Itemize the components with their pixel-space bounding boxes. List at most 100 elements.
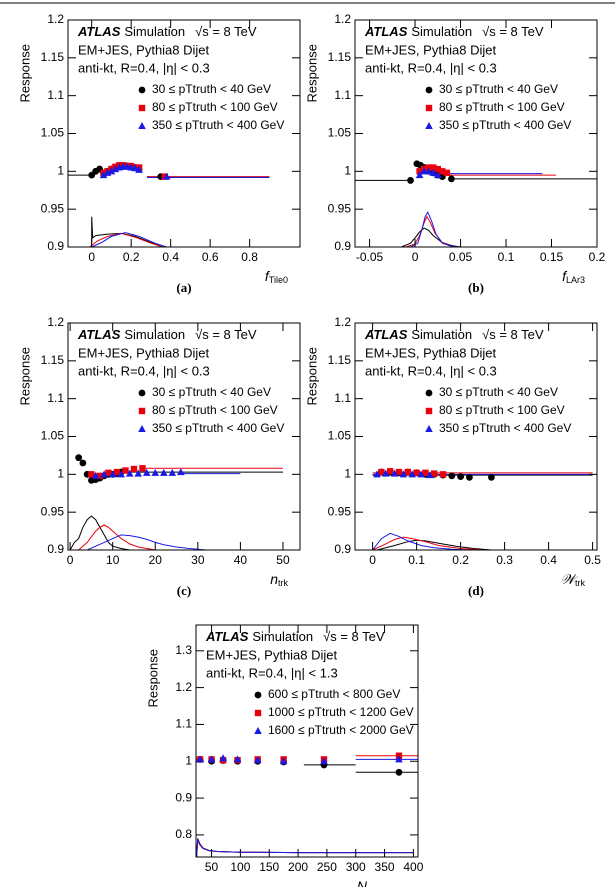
distribution — [401, 227, 461, 247]
legend-marker — [138, 104, 146, 112]
marker — [159, 468, 168, 476]
x-tick-label: 20 — [149, 553, 163, 567]
legend-marker — [254, 691, 262, 699]
marker — [130, 465, 138, 473]
atlas-label: ATLAS Simulation √s = 8 TeV — [364, 24, 544, 39]
x-tick-label: 0.2 — [452, 553, 469, 567]
marker — [125, 469, 134, 477]
y-tick-label: 1.1 — [47, 391, 64, 405]
marker — [100, 470, 108, 478]
plot-frame — [195, 624, 419, 858]
x-axis-label-sub: trk — [575, 578, 585, 588]
marker — [382, 469, 390, 477]
marker — [168, 468, 177, 476]
legend-label: 1600 ≤ pTtruth < 2000 GeV — [268, 723, 414, 737]
marker — [91, 471, 100, 479]
atlas-tag: Simulation — [411, 24, 472, 39]
y-tick-label: 1.15 — [41, 353, 65, 367]
atlas-tag: Simulation — [124, 24, 185, 39]
marker — [426, 471, 434, 479]
x-axis-label-sub: LAr3 — [566, 275, 585, 285]
marker — [417, 470, 425, 478]
marker — [404, 468, 411, 476]
x-axis-label-main: 𝒲 — [560, 571, 578, 587]
marker — [399, 470, 408, 478]
legend-marker — [138, 389, 146, 397]
legend-marker — [425, 104, 433, 112]
marker — [253, 756, 262, 764]
distribution — [372, 536, 483, 550]
marker — [434, 165, 441, 173]
panel-caption: (a) — [176, 280, 191, 295]
x-axis-label: ntrk — [270, 571, 288, 589]
legend-label: 80 ≤ pTtruth < 100 GeV — [152, 403, 278, 417]
selection: anti-kt, R=0.4, |η| < 0.3 — [365, 60, 497, 75]
x-tick-label: 300 — [346, 860, 366, 874]
x-tick-label: 150 — [259, 860, 279, 874]
y-axis-label: Response — [145, 649, 160, 708]
calibration: EM+JES, Pythia8 Dijet — [365, 42, 497, 57]
marker — [108, 470, 117, 478]
marker — [415, 171, 424, 179]
legend-label: 80 ≤ pTtruth < 100 GeV — [439, 403, 565, 417]
x-tick-label: 400 — [403, 860, 423, 874]
y-tick-label: 1 — [185, 753, 192, 767]
y-tick-label: 0.95 — [328, 504, 352, 518]
marker — [99, 171, 108, 179]
legend-marker — [425, 389, 433, 397]
legend-label: 30 ≤ pTtruth < 40 GeV — [152, 385, 271, 399]
atlas: ATLAS — [364, 327, 408, 342]
y-tick-label: 1 — [344, 467, 351, 481]
x-tick-label: 0.8 — [241, 250, 258, 264]
x-tick-label: 0 — [369, 553, 376, 567]
y-tick-label: 0.9 — [175, 790, 192, 804]
legend-label: 350 ≤ pTtruth < 400 GeV — [152, 118, 284, 132]
marker — [162, 172, 171, 180]
y-tick-label: 1.2 — [47, 315, 64, 329]
marker — [96, 472, 104, 480]
x-tick-label: 0.1 — [498, 250, 515, 264]
x-axis-label-main: N — [357, 878, 368, 887]
marker — [279, 757, 288, 765]
marker — [488, 473, 495, 481]
x-tick-label: 30 — [191, 553, 205, 567]
calibration: EM+JES, Pythia8 Dijet — [206, 647, 338, 662]
distribution — [78, 524, 156, 550]
calibration: EM+JES, Pythia8 Dijet — [78, 345, 210, 360]
marker — [390, 469, 399, 477]
legend-marker — [138, 86, 146, 94]
y-tick-label: 0.9 — [334, 239, 351, 253]
y-tick-label: 1.2 — [175, 680, 192, 694]
marker — [122, 467, 129, 474]
y-tick-label: 1.3 — [175, 643, 192, 657]
y-tick-label: 1.1 — [334, 391, 351, 405]
x-axis-label: fTile0 — [265, 268, 288, 286]
legend-label: 350 ≤ pTtruth < 400 GeV — [152, 421, 284, 435]
legend-marker — [138, 407, 146, 415]
plot-area — [355, 173, 597, 247]
legend-label: 80 ≤ pTtruth < 100 GeV — [439, 100, 565, 114]
marker — [395, 468, 403, 476]
x-axis-label: Nsegments — [357, 878, 407, 887]
x-tick-label: 0.3 — [496, 553, 513, 567]
marker — [430, 164, 437, 171]
x-axis-label-sub: segments — [367, 885, 407, 887]
x-tick-label: 0.5 — [584, 553, 601, 567]
y-tick-label: 1.05 — [328, 429, 352, 443]
marker — [378, 468, 385, 476]
distribution — [86, 534, 207, 550]
marker — [448, 175, 455, 183]
marker — [131, 164, 139, 172]
y-tick-label: 0.8 — [175, 827, 192, 841]
x-tick-label: 0.2 — [123, 250, 140, 264]
marker — [408, 470, 416, 478]
y-tick-label: 1.1 — [47, 88, 64, 102]
distribution — [410, 211, 461, 247]
atlas-tag: Simulation — [252, 629, 313, 644]
legend-label: 30 ≤ pTtruth < 40 GeV — [439, 385, 558, 399]
marker — [439, 471, 447, 478]
x-axis-label: 𝒲trk — [560, 571, 585, 589]
selection: anti-kt, R=0.4, |η| < 1.3 — [206, 665, 338, 680]
x-tick-label: 0.15 — [540, 250, 564, 264]
x-tick-label: 100 — [230, 860, 250, 874]
